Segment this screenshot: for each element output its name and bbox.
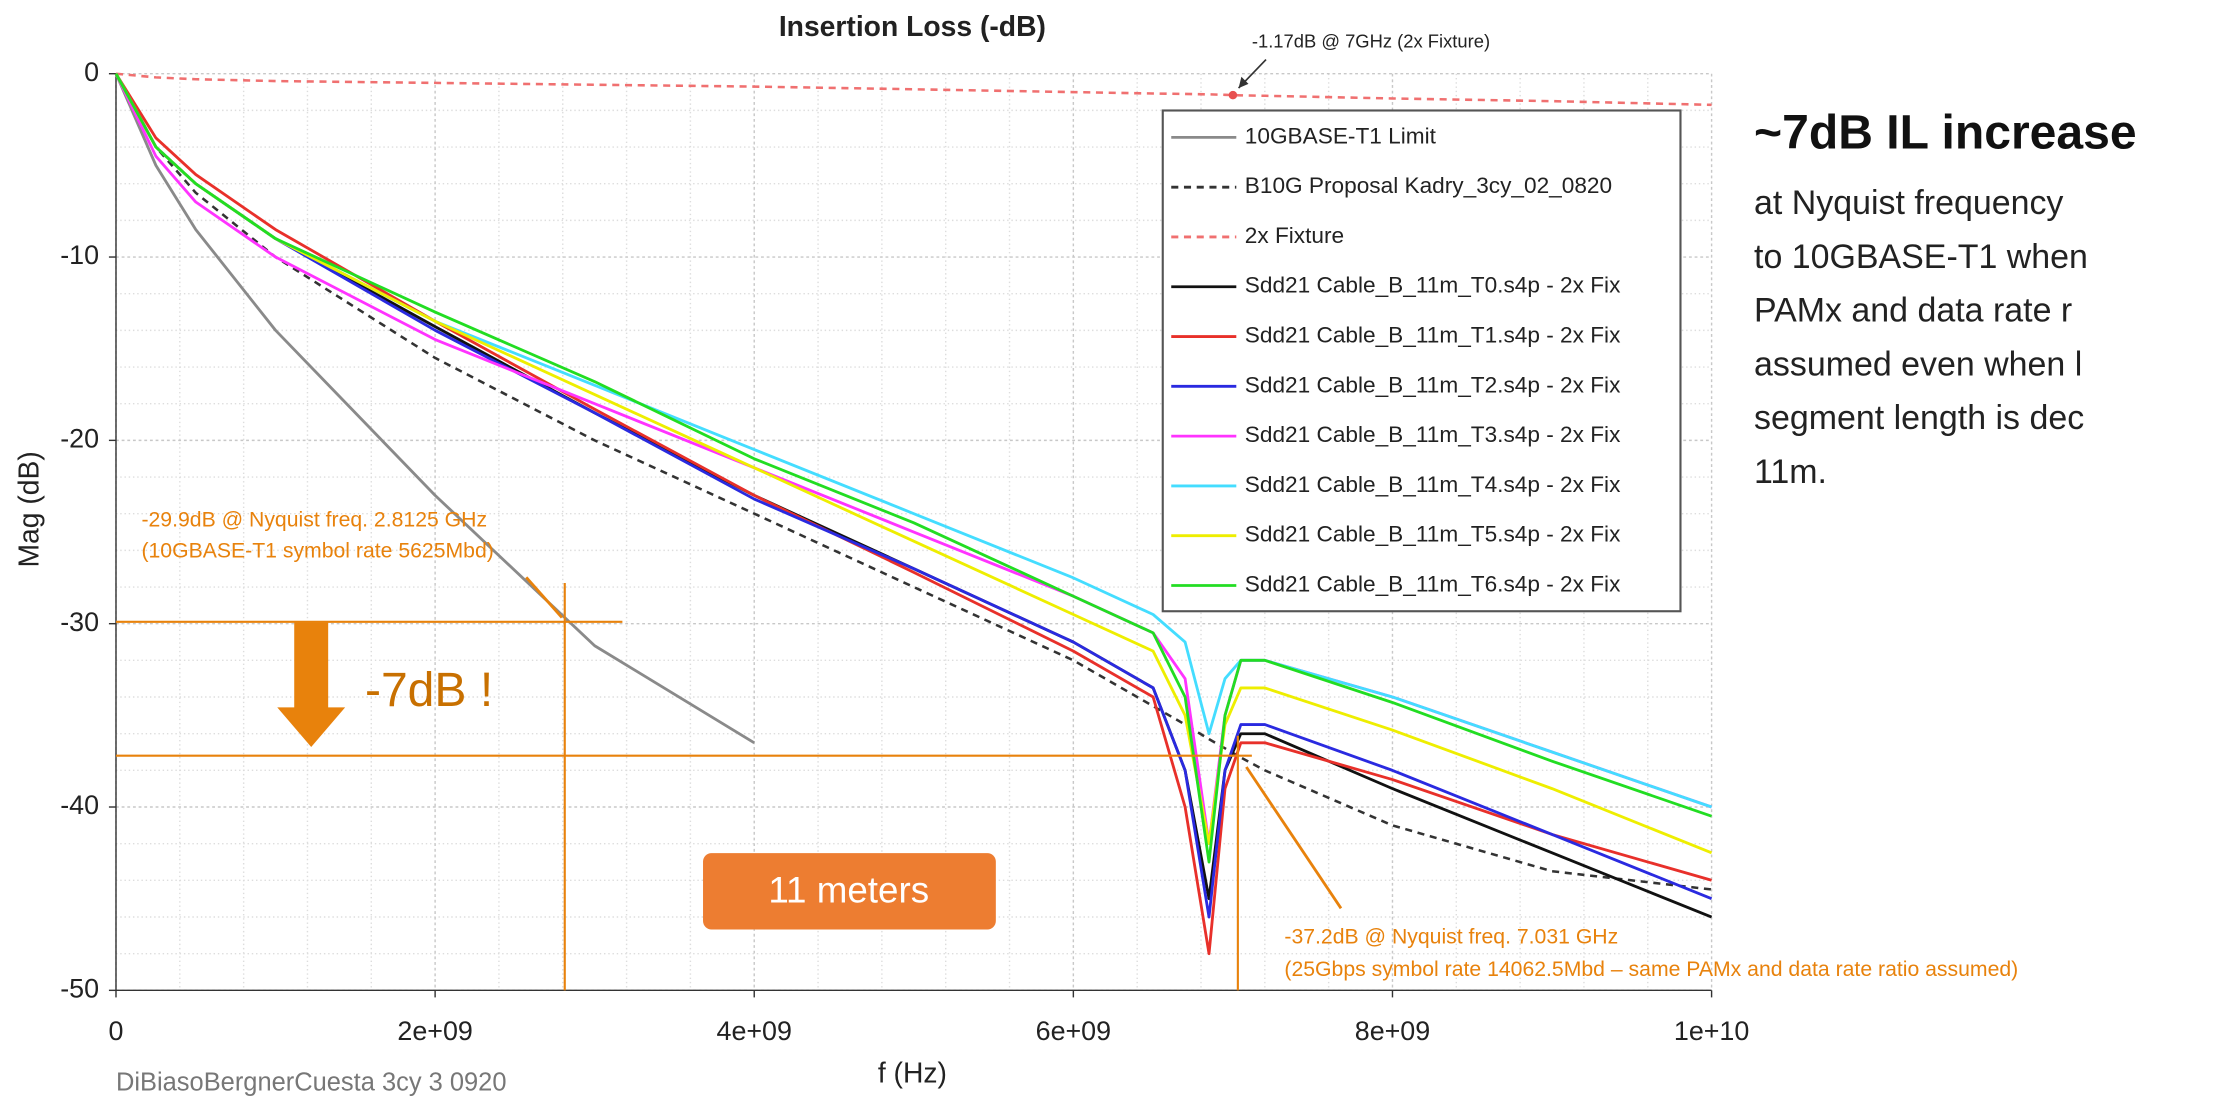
y-axis-label: Mag (dB)	[13, 451, 45, 567]
badge-box	[703, 853, 996, 930]
legend-label: Sdd21 Cable_B_11m_T5.s4p - 2x Fix	[1245, 522, 1621, 547]
legend-label: Sdd21 Cable_B_11m_T4.s4p - 2x Fix	[1245, 472, 1621, 497]
y-tick-label: -30	[60, 607, 99, 637]
side-heading: ~7dB IL increase	[1754, 106, 2137, 160]
x-tick-label: 1e+10	[1674, 1016, 1749, 1046]
lines	[114, 72, 1713, 956]
annotation-arrow	[1245, 766, 1343, 910]
side-text: PAMx and data rate r	[1754, 292, 2072, 330]
legend-label: Sdd21 Cable_B_11m_T1.s4p - 2x Fix	[1245, 323, 1621, 348]
legend-label: Sdd21 Cable_B_11m_T2.s4p - 2x Fix	[1245, 372, 1621, 397]
series-line	[115, 72, 1712, 107]
annotation: -1.17dB @ 7GHz (2x Fixture)	[1252, 30, 1490, 51]
x-tick-label: 0	[109, 1016, 124, 1046]
annotation: -29.9dB @ Nyquist freq. 2.8125 GHz	[141, 508, 487, 531]
legend-label: 2x Fixture	[1245, 223, 1344, 248]
legend-label: B10G Proposal Kadry_3cy_02_0820	[1245, 173, 1612, 198]
side-text: assumed even when l	[1754, 345, 2082, 383]
annotation: (10GBASE-T1 symbol rate 5625Mbd)	[141, 539, 493, 562]
y-tick-label: -20	[60, 423, 99, 453]
x-tick-label: 6e+09	[1036, 1016, 1111, 1046]
y-tick-label: 0	[84, 57, 99, 87]
badge-text: 11 meters	[768, 869, 929, 910]
legend-label: 10GBASE-T1 Limit	[1245, 123, 1437, 148]
fixture-marker	[1228, 90, 1238, 100]
side-text: to 10GBASE-T1 when	[1754, 238, 2088, 276]
annotation: (25Gbps symbol rate 14062.5Mbd – same PA…	[1284, 958, 2018, 981]
annotation: -37.2dB @ Nyquist freq. 7.031 GHz	[1284, 926, 1618, 949]
arrow-head	[1238, 76, 1249, 89]
delta-arrow-head	[277, 707, 346, 748]
legend-label: Sdd21 Cable_B_11m_T3.s4p - 2x Fix	[1245, 422, 1621, 447]
x-axis-label: f (Hz)	[878, 1057, 947, 1089]
delta-arrow-shaft	[294, 622, 329, 711]
legend: 10GBASE-T1 Limit B10G Proposal Kadry_3cy_…	[1161, 109, 1682, 613]
annotations: -1.17dB @ 7GHz (2x Fixture) -29.9dB @ Nyq…	[115, 30, 2018, 991]
x-tick-label: 4e+09	[717, 1016, 792, 1046]
x-tick-label: 8e+09	[1355, 1016, 1430, 1046]
footer: DiBiasoBergnerCuesta 3cy 3 0920	[116, 1068, 507, 1096]
legend-label: Sdd21 Cable_B_11m_T0.s4p - 2x Fix	[1245, 273, 1621, 298]
legend-box	[1161, 109, 1682, 613]
y-tick-label: -40	[60, 790, 99, 820]
x-tick-label: 2e+09	[397, 1016, 472, 1046]
series-line	[114, 73, 1713, 864]
annotation-arrow	[525, 576, 563, 619]
side-text: at Nyquist frequency	[1754, 184, 2063, 222]
y-tick-label: -50	[60, 973, 99, 1003]
side-text: 11m.	[1754, 453, 1827, 491]
chart-title: Insertion Loss (-dB)	[779, 10, 1046, 42]
side-text: segment length is dec	[1754, 399, 2084, 437]
y-tick-label: -10	[60, 240, 99, 270]
series-line	[114, 73, 755, 745]
legend-label: Sdd21 Cable_B_11m_T6.s4p - 2x Fix	[1245, 571, 1621, 596]
series-line	[114, 72, 1712, 956]
delta-label: -7dB !	[365, 663, 493, 717]
